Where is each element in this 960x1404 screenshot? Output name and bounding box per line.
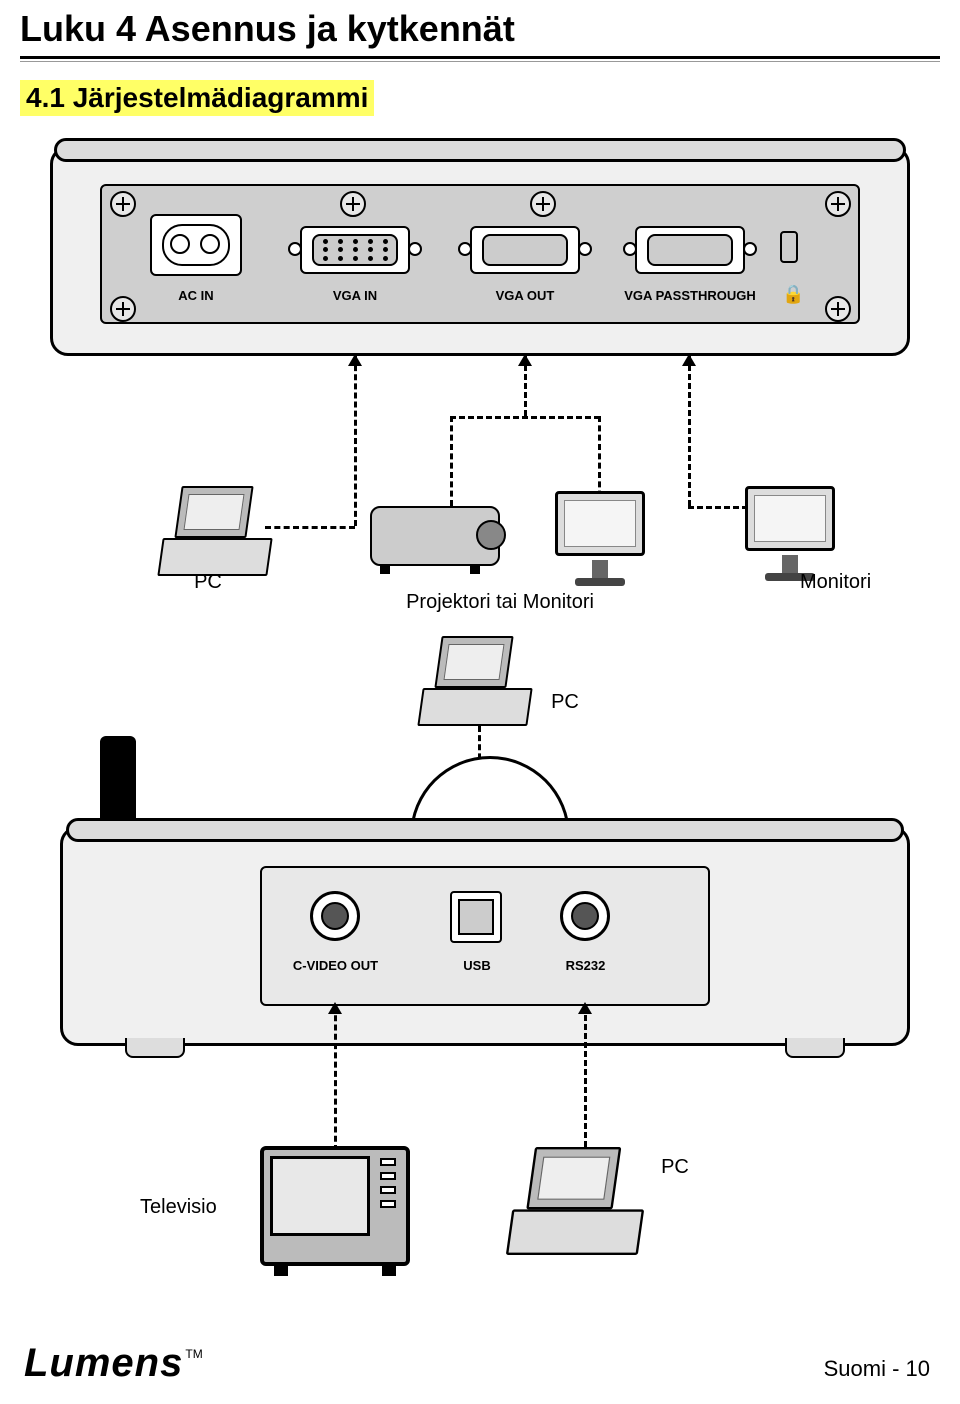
cable-line bbox=[334, 1006, 337, 1151]
cable-line bbox=[688, 356, 691, 506]
screw-icon bbox=[110, 191, 136, 217]
screw-icon bbox=[110, 296, 136, 322]
brand-logo: Lumens TM bbox=[24, 1341, 203, 1386]
hex-screw-icon bbox=[288, 242, 302, 256]
cable-line bbox=[688, 506, 748, 509]
cable-line bbox=[450, 416, 600, 419]
cvideo-out-port bbox=[310, 891, 360, 941]
ac-in-label: AC IN bbox=[160, 288, 232, 303]
ac-pin bbox=[200, 234, 220, 254]
rs232-port bbox=[560, 891, 610, 941]
televisio-label: Televisio bbox=[140, 1196, 250, 1219]
vga-passthrough-port bbox=[635, 226, 745, 274]
screw-icon bbox=[825, 191, 851, 217]
monitor-icon bbox=[550, 491, 650, 586]
logo-text: Lumens bbox=[24, 1341, 183, 1386]
arrow-icon bbox=[682, 354, 696, 366]
screw-icon bbox=[340, 191, 366, 217]
cable-line bbox=[265, 526, 355, 529]
usb-label: USB bbox=[455, 958, 499, 973]
cvideo-out-label: C-VIDEO OUT bbox=[288, 958, 383, 973]
pc-label-bottom: PC bbox=[650, 1156, 700, 1179]
screw-icon bbox=[825, 296, 851, 322]
pc-label-left: PC bbox=[178, 571, 238, 594]
cable-line bbox=[354, 356, 357, 526]
title-underline bbox=[20, 56, 940, 62]
kensington-lock-slot bbox=[780, 231, 798, 263]
projector-icon bbox=[370, 506, 500, 566]
laptop-icon bbox=[420, 636, 530, 726]
screw-icon bbox=[530, 191, 556, 217]
page-number: Suomi - 10 bbox=[824, 1356, 930, 1382]
projector-or-monitor-label: Projektori tai Monitori bbox=[370, 591, 630, 614]
hex-screw-icon bbox=[743, 242, 757, 256]
vga-in-port bbox=[300, 226, 410, 274]
trademark-icon: TM bbox=[185, 1347, 202, 1361]
device-foot bbox=[785, 1038, 845, 1058]
section-subtitle: 4.1 Järjestelmädiagrammi bbox=[20, 80, 374, 116]
hex-screw-icon bbox=[623, 242, 637, 256]
arrow-icon bbox=[518, 354, 532, 366]
monitor-label-right: Monitori bbox=[800, 571, 900, 594]
top-device-top-edge bbox=[54, 138, 906, 162]
laptop-icon bbox=[160, 486, 270, 576]
system-diagram: AC IN VGA IN VGA OUT VGA PASSTHROUGH 🔒 P… bbox=[30, 136, 930, 1296]
vga-in-label: VGA IN bbox=[315, 288, 395, 303]
hex-screw-icon bbox=[458, 242, 472, 256]
hex-screw-icon bbox=[578, 242, 592, 256]
lock-icon: 🔒 bbox=[782, 284, 804, 305]
device-foot bbox=[125, 1038, 185, 1058]
pc-label-center: PC bbox=[540, 691, 590, 714]
laptop-icon bbox=[509, 1147, 641, 1255]
vga-out-port bbox=[470, 226, 580, 274]
ac-pin bbox=[170, 234, 190, 254]
arrow-icon bbox=[578, 1002, 592, 1014]
vga-out-label: VGA OUT bbox=[482, 288, 568, 303]
cable-line bbox=[584, 1006, 587, 1156]
television-icon bbox=[260, 1146, 410, 1266]
hex-screw-icon bbox=[408, 242, 422, 256]
vga-passthrough-label: VGA PASSTHROUGH bbox=[620, 288, 760, 303]
arrow-icon bbox=[348, 354, 362, 366]
cable-line bbox=[450, 416, 453, 506]
page-title: Luku 4 Asennus ja kytkennät bbox=[0, 0, 960, 56]
rs232-label: RS232 bbox=[558, 958, 613, 973]
bottom-device-top-edge bbox=[66, 818, 904, 842]
arrow-icon bbox=[328, 1002, 342, 1014]
monitor-icon bbox=[740, 486, 840, 581]
usb-port bbox=[450, 891, 502, 943]
